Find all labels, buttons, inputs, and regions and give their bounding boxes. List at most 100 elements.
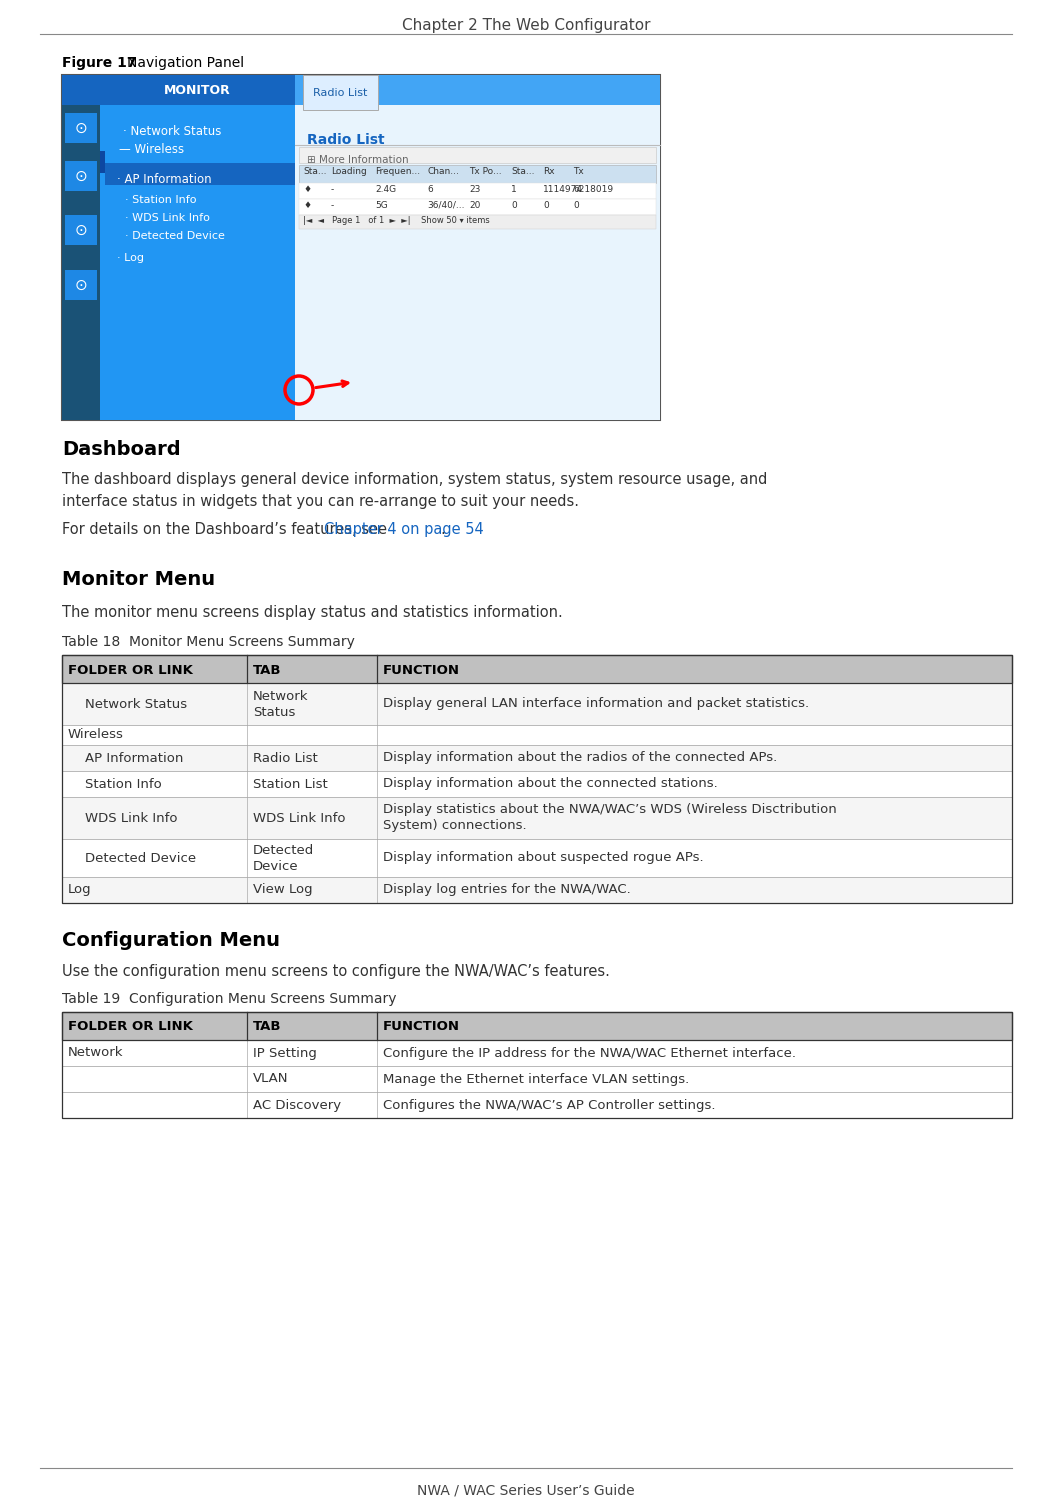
Bar [62,725,1012,745]
Text: TAB: TAB [252,664,282,677]
Text: Wireless: Wireless [68,728,124,742]
Text: ⊙: ⊙ [75,277,87,293]
Text: Manage the Ethernet interface VLAN settings.: Manage the Ethernet interface VLAN setti… [383,1072,689,1086]
Bar [62,1012,1012,1117]
Text: 20: 20 [469,201,481,210]
Bar [65,161,97,192]
Text: Rx: Rx [543,167,554,176]
Bar [62,654,1012,903]
Text: Radio List: Radio List [313,87,368,98]
Text: Navigation Panel: Navigation Panel [127,56,244,69]
Text: Chapter 2 The Web Configurator: Chapter 2 The Web Configurator [402,18,650,33]
Bar [303,75,378,110]
Bar [65,113,97,143]
Bar [62,798,1012,838]
Bar [295,75,660,106]
Text: Sta...: Sta... [303,167,326,176]
Bar [295,75,660,421]
Text: Display information about suspected rogue APs.: Display information about suspected rogu… [383,852,704,864]
Text: For details on the Dashboard’s features, see: For details on the Dashboard’s features,… [62,522,391,537]
Text: TAB: TAB [252,1021,282,1033]
Text: ⊙: ⊙ [75,121,87,136]
Bar [299,182,656,199]
Text: View Log: View Log [252,884,312,896]
Text: Network Status: Network Status [68,698,187,710]
Text: Chan...: Chan... [427,167,459,176]
Text: 0: 0 [511,201,517,210]
Text: · Log: · Log [117,253,144,262]
Text: Figure 17: Figure 17 [62,56,137,69]
Text: Configuration Menu: Configuration Menu [62,930,280,950]
Bar [62,878,1012,903]
Bar [62,1092,1012,1117]
Text: Use the configuration menu screens to configure the NWA/WAC’s features.: Use the configuration menu screens to co… [62,964,610,979]
Text: Dashboard: Dashboard [62,440,181,458]
Text: Display information about the connected stations.: Display information about the connected … [383,778,717,790]
Text: 0: 0 [543,201,549,210]
Text: Detected Device: Detected Device [68,852,196,864]
Text: VLAN: VLAN [252,1072,288,1086]
Text: Radio List: Radio List [252,751,318,765]
Text: Loading: Loading [331,167,367,176]
Text: Detected
Device: Detected Device [252,843,315,873]
Bar [62,745,1012,771]
Text: Display information about the radios of the connected APs.: Display information about the radios of … [383,751,777,765]
Bar [100,75,295,421]
Text: -: - [331,201,335,210]
Text: The dashboard displays general device information, system status, system resourc: The dashboard displays general device in… [62,472,767,508]
Text: — Wireless: — Wireless [119,143,184,155]
Text: FUNCTION: FUNCTION [383,1021,460,1033]
Bar [62,683,1012,725]
Text: Station List: Station List [252,778,328,790]
Text: Tx: Tx [573,167,584,176]
Text: -: - [331,185,335,195]
Bar [62,75,100,421]
Text: FOLDER OR LINK: FOLDER OR LINK [68,1021,193,1033]
Text: Configures the NWA/WAC’s AP Controller settings.: Configures the NWA/WAC’s AP Controller s… [383,1098,715,1111]
Text: |◄  ◄   Page 1   of 1  ►  ►|    Show 50 ▾ items: |◄ ◄ Page 1 of 1 ► ►| Show 50 ▾ items [303,216,490,225]
Bar [299,199,656,216]
Text: 2.4G: 2.4G [375,185,397,195]
Text: 6: 6 [427,185,432,195]
Text: Sta...: Sta... [511,167,534,176]
Text: 23: 23 [469,185,481,195]
Text: Chapter 4 on page 54: Chapter 4 on page 54 [324,522,484,537]
Bar [299,164,656,182]
Bar [62,75,660,106]
Text: Network
Status: Network Status [252,689,308,718]
Text: · Detected Device: · Detected Device [125,231,225,241]
Bar [299,146,656,163]
Text: 0: 0 [573,201,579,210]
Bar [62,654,1012,683]
Bar [62,771,1012,798]
Text: WDS Link Info: WDS Link Info [68,811,178,825]
Text: Table 18  Monitor Menu Screens Summary: Table 18 Monitor Menu Screens Summary [62,635,355,648]
Text: 6218019: 6218019 [573,185,613,195]
Text: ⊙: ⊙ [75,169,87,184]
Text: 36/40/...: 36/40/... [427,201,465,210]
Text: · AP Information: · AP Information [117,173,211,185]
Text: NWA / WAC Series User’s Guide: NWA / WAC Series User’s Guide [418,1484,634,1497]
Text: · Station Info: · Station Info [125,195,197,205]
Text: · WDS Link Info: · WDS Link Info [125,213,210,223]
Text: 1114974: 1114974 [543,185,583,195]
Text: Radio List: Radio List [307,133,385,146]
Text: WDS Link Info: WDS Link Info [252,811,345,825]
Text: Table 19  Configuration Menu Screens Summary: Table 19 Configuration Menu Screens Summ… [62,992,397,1006]
Text: FOLDER OR LINK: FOLDER OR LINK [68,664,193,677]
Text: Network: Network [68,1047,123,1060]
Bar [299,216,656,229]
Text: ♦: ♦ [303,185,311,195]
Bar [100,151,105,173]
Text: The monitor menu screens display status and statistics information.: The monitor menu screens display status … [62,605,563,620]
Text: Display log entries for the NWA/WAC.: Display log entries for the NWA/WAC. [383,884,631,896]
Text: ⊙: ⊙ [75,223,87,237]
Text: Tx Po...: Tx Po... [469,167,502,176]
Bar [62,1041,1012,1066]
Text: FUNCTION: FUNCTION [383,664,460,677]
Text: ♦: ♦ [303,201,311,210]
Text: IP Setting: IP Setting [252,1047,317,1060]
Bar [62,1066,1012,1092]
Text: · Network Status: · Network Status [123,125,221,139]
Text: Display statistics about the NWA/WAC’s WDS (Wireless Disctribution
System) conne: Display statistics about the NWA/WAC’s W… [383,804,836,832]
